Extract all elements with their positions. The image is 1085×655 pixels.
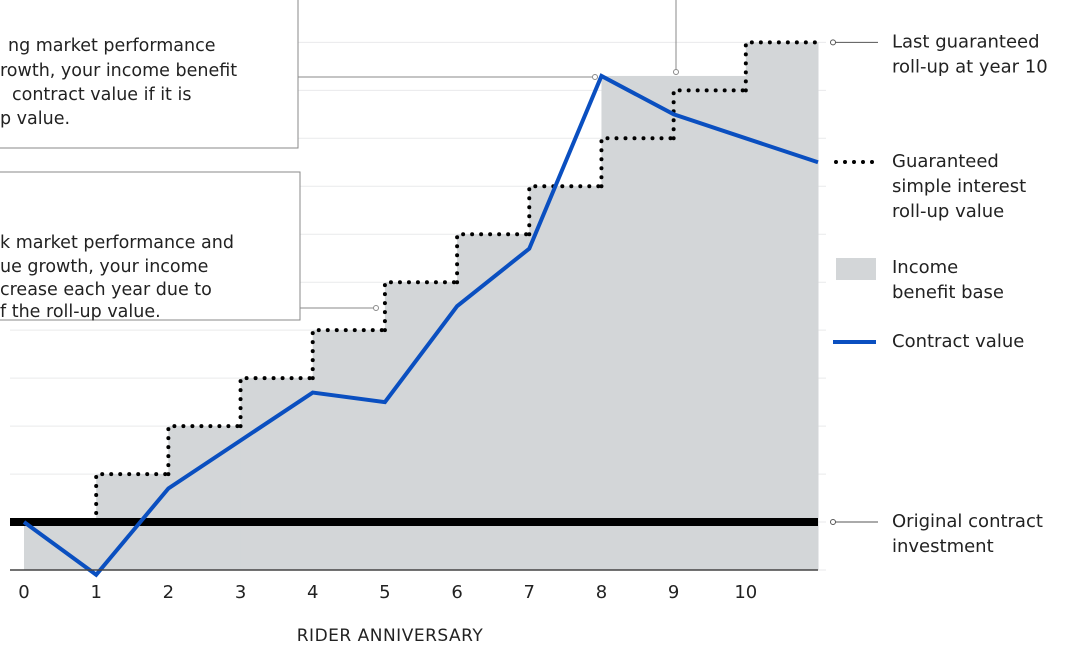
benefit-base-area [240,378,314,570]
benefit-base-area [457,234,530,570]
legend-label: Income [892,257,958,278]
benefit-base-area [529,186,602,570]
callout-label: Original contract [892,511,1043,532]
x-tick-label: 1 [90,582,101,603]
callout-dot [592,74,598,80]
annotation-text: p value. [0,109,70,129]
callout-dot [673,69,679,75]
benefit-base-area [745,42,819,571]
annotation-text: f the roll-up value. [0,302,161,322]
x-tick-label: 2 [163,582,174,603]
legend-label: Contract value [892,331,1024,352]
benefit-base-area [673,75,747,570]
benefit-base-area [601,75,675,570]
annotation-box [0,0,299,149]
legend-label: Guaranteed [892,151,999,172]
callout-dot [830,519,836,526]
x-tick-label: 10 [734,582,757,603]
x-tick-label: 0 [18,582,29,603]
annotation-text: k market performance and [0,233,234,253]
x-tick-label: 7 [524,582,535,603]
benefit-base-area [384,282,458,570]
x-tick-label: 5 [379,582,390,603]
callout-label: investment [892,536,994,557]
x-tick-label: 8 [596,582,607,603]
x-tick-label: 3 [235,582,246,603]
callout-label: Last guaranteed [892,31,1040,52]
benefit-base-area [312,330,386,570]
contract-line [22,73,819,578]
legend-label: roll-up value [892,201,1004,222]
x-tick-label: 4 [307,582,318,603]
x-axis-title: RIDER ANNIVERSARY [297,626,484,646]
callout-dot [373,305,379,311]
x-tick-label: 9 [668,582,679,603]
annotation-text: crease each year due to [0,280,212,300]
callout-dot [830,39,836,46]
x-tick-label: 6 [451,582,462,603]
legend-swatch [836,258,876,280]
legend-label: benefit base [892,282,1004,303]
annotation-box [0,171,301,321]
annotation-text: ng market performance [8,36,216,56]
callout-label: roll-up at year 10 [892,56,1048,77]
annotation-text: ue growth, your income [0,257,208,277]
annotation-text: contract value if it is [12,85,191,105]
annotation-text: rowth, your income benefit [0,61,237,81]
legend-label: simple interest [892,176,1026,197]
